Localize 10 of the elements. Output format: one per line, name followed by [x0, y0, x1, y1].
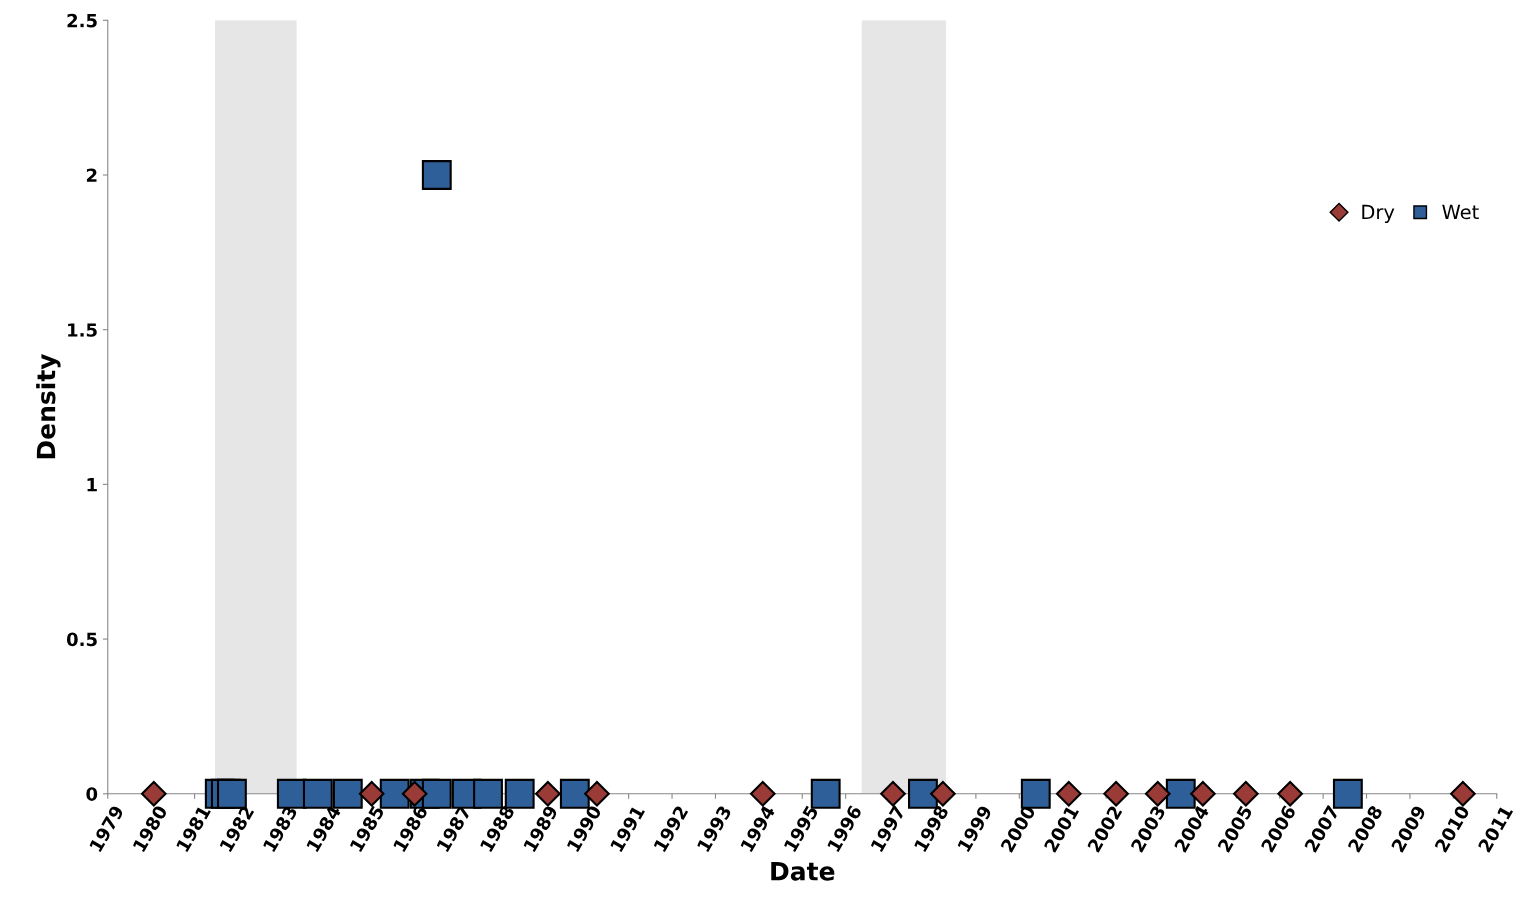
y-tick-label: 0 — [86, 787, 98, 801]
y-tick-label: 2 — [86, 168, 97, 182]
y-tick-label: 1 — [87, 478, 97, 492]
legend-label: Wet — [1442, 204, 1479, 220]
y-tick-label: 1.5 — [68, 323, 97, 337]
y-tick-label: 0.5 — [66, 632, 97, 647]
y-tick-label: 2.5 — [67, 13, 97, 28]
x-axis-title: Date — [771, 862, 835, 881]
legend-label: Dry — [1362, 204, 1395, 224]
y-axis-title: Density — [36, 353, 61, 459]
